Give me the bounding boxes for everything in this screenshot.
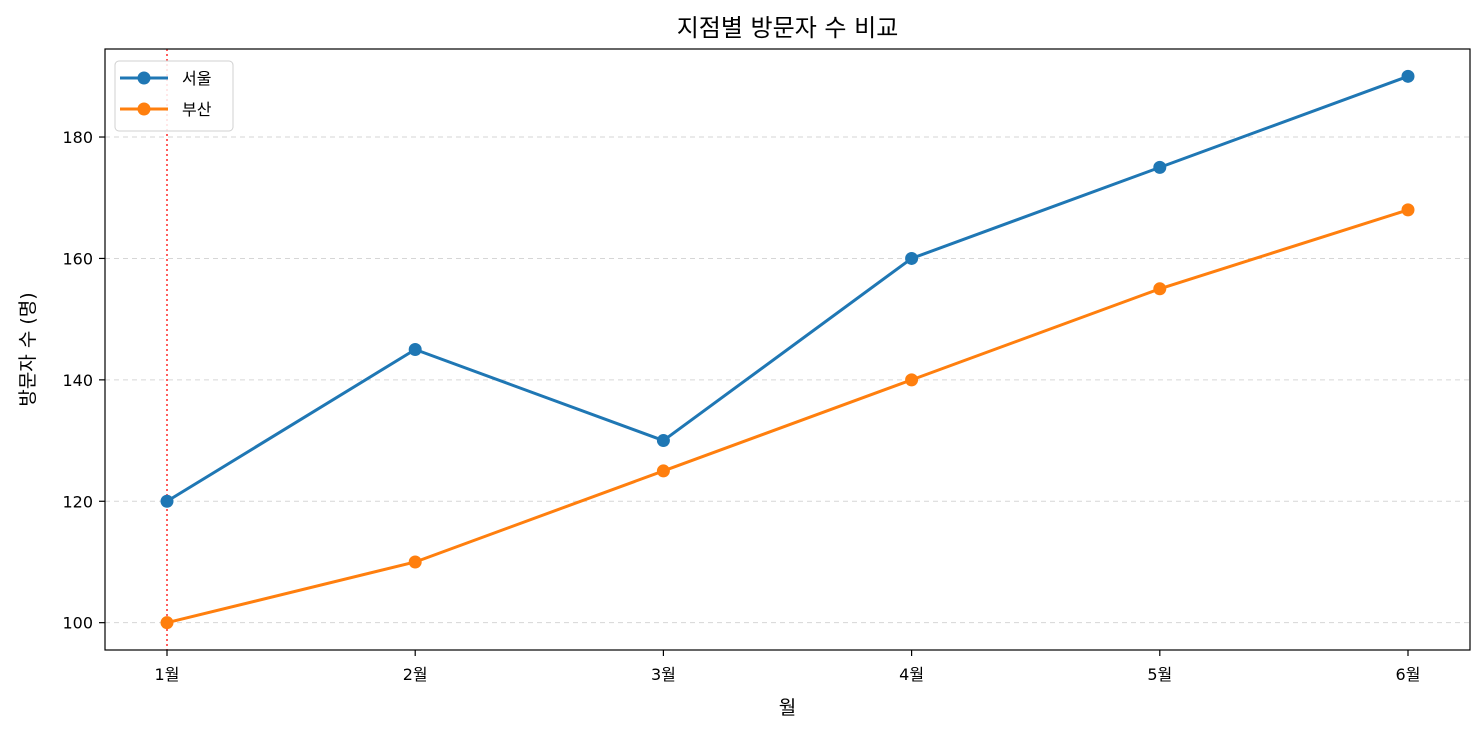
data-point — [1401, 69, 1415, 83]
legend-item: 서울 — [120, 69, 211, 88]
data-point — [1401, 203, 1415, 217]
series-line — [166, 208, 1409, 625]
data-point — [160, 494, 174, 508]
x-tick-label: 2월 — [403, 665, 428, 684]
y-tick-label: 140 — [62, 371, 93, 390]
legend-swatch-marker — [137, 71, 151, 85]
y-tick-label: 180 — [62, 128, 93, 147]
series-2 — [160, 203, 1415, 630]
x-tick-label: 4월 — [899, 665, 924, 684]
data-point — [656, 434, 670, 448]
series-line — [166, 74, 1409, 503]
chart-title: 지점별 방문자 수 비교 — [677, 14, 899, 42]
legend-label: 부산 — [182, 100, 212, 119]
data-point — [656, 464, 670, 478]
y-tick-label: 100 — [62, 614, 93, 633]
data-point — [160, 616, 174, 630]
legend-swatch-marker — [137, 102, 151, 116]
axis-ticks: 100 120 140 160 180 1월 2월 3월 4월 5월 6월 — [62, 128, 1420, 684]
data-point — [1153, 282, 1167, 296]
x-tick-label: 5월 — [1147, 665, 1172, 684]
x-tick-label: 3월 — [651, 665, 676, 684]
data-point — [1153, 160, 1167, 174]
y-tick-label: 160 — [62, 249, 93, 268]
legend-item: 부산 — [120, 100, 212, 119]
data-point — [408, 343, 422, 356]
legend-label: 서울 — [182, 69, 211, 88]
plot-frame — [104, 48, 1471, 651]
series-layer — [160, 69, 1415, 630]
y-tick-label: 120 — [62, 492, 93, 511]
x-tick-label: 6월 — [1396, 665, 1421, 684]
series-1 — [160, 69, 1415, 508]
data-point — [408, 555, 422, 569]
x-tick-label: 1월 — [155, 665, 180, 684]
x-axis-label: 월 — [779, 697, 796, 719]
y-axis-label: 방문자 수 (명) — [17, 292, 39, 406]
legend-box — [114, 60, 234, 132]
data-point — [905, 251, 919, 265]
data-point — [905, 373, 919, 387]
